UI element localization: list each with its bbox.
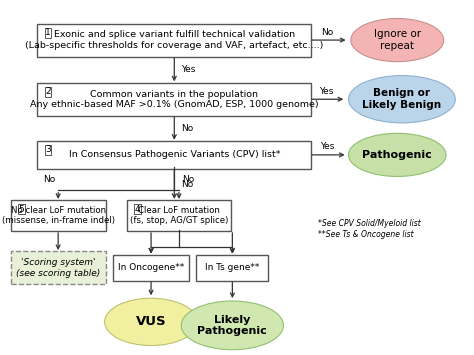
FancyBboxPatch shape [113,255,190,281]
Text: Yes: Yes [319,87,334,96]
Text: 4: 4 [135,204,140,214]
Ellipse shape [351,18,444,62]
Text: No: No [181,124,193,133]
Text: In Consensus Pathogenic Variants (CPV) list*: In Consensus Pathogenic Variants (CPV) l… [69,151,280,159]
FancyBboxPatch shape [127,200,231,231]
Ellipse shape [348,133,446,176]
FancyBboxPatch shape [10,251,106,284]
FancyBboxPatch shape [196,255,268,281]
Text: In Ts gene**: In Ts gene** [205,263,260,272]
Text: No clear LoF mutation
(missense, in-frame indel): No clear LoF mutation (missense, in-fram… [2,206,115,225]
Text: No: No [43,175,55,185]
Text: 3: 3 [45,146,51,154]
Ellipse shape [105,298,198,345]
Text: Exonic and splice variant fulfill technical validation
(Lab-specific thresholds : Exonic and splice variant fulfill techni… [25,31,323,50]
Text: Common variants in the population
Any ethnic-based MAF >0.1% (GnomAD, ESP, 1000 : Common variants in the population Any et… [30,89,319,109]
FancyBboxPatch shape [37,83,311,116]
FancyBboxPatch shape [10,200,106,231]
Text: No: No [321,28,334,37]
Text: Ignore or
repeat: Ignore or repeat [374,29,421,51]
Text: VUS: VUS [136,315,166,328]
Text: Benign or
Likely Benign: Benign or Likely Benign [362,88,441,110]
Text: Pathogenic: Pathogenic [363,150,432,160]
Text: In Oncogene**: In Oncogene** [118,263,184,272]
Text: No: No [182,175,194,185]
Ellipse shape [181,301,283,350]
Text: Yes: Yes [181,65,196,74]
Text: 1: 1 [45,28,51,37]
Text: Likely
Pathogenic: Likely Pathogenic [198,315,267,336]
Ellipse shape [348,76,456,123]
Text: Yes: Yes [320,142,335,152]
Text: 'Scoring system'
(see scoring table): 'Scoring system' (see scoring table) [16,258,100,278]
Text: 5: 5 [18,204,24,214]
FancyBboxPatch shape [37,23,311,56]
Text: No: No [181,180,193,189]
FancyBboxPatch shape [37,141,311,169]
Text: *See CPV Solid/Myeloid list
**See Ts & Oncogene list: *See CPV Solid/Myeloid list **See Ts & O… [319,219,421,239]
Text: Clear LoF mutation
(fs, stop, AG/GT splice): Clear LoF mutation (fs, stop, AG/GT spli… [130,206,228,225]
Text: 2: 2 [45,87,51,96]
